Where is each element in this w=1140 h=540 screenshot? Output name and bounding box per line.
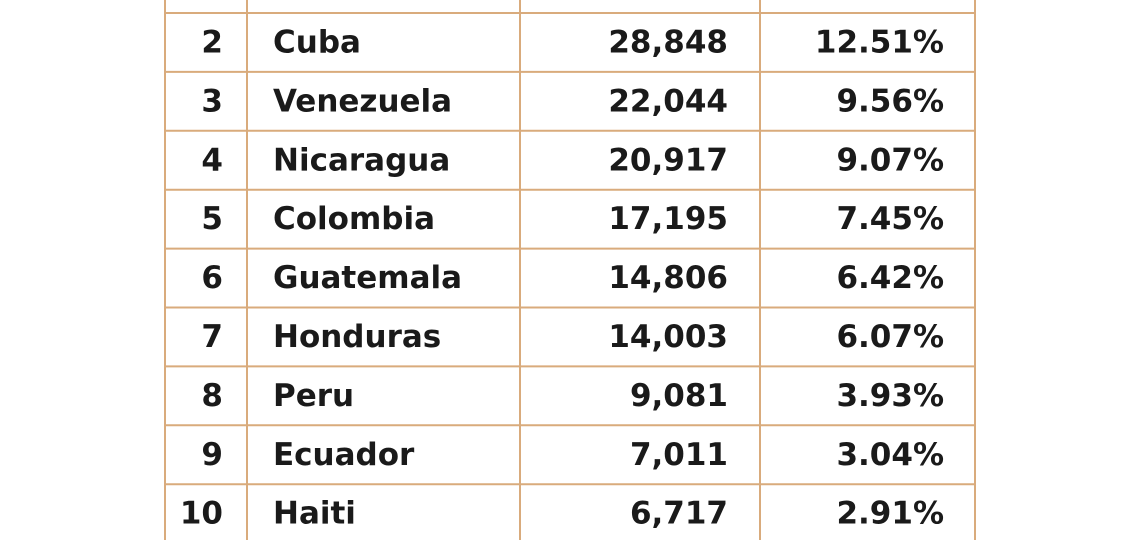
percent-cell: 6.07%	[836, 319, 944, 355]
percent-cell: 3.04%	[836, 437, 944, 473]
country-cell: Ecuador	[273, 437, 415, 473]
rank-cell: 9	[201, 437, 223, 473]
count-cell: 22,044	[608, 83, 728, 119]
count-cell: 20,917	[608, 142, 728, 178]
rank-cell: 2	[201, 24, 223, 60]
count-cell: 14,003	[608, 319, 728, 355]
rank-cell: 7	[201, 319, 223, 355]
count-cell: 14,806	[608, 260, 728, 296]
percent-cell: 9.56%	[836, 83, 944, 119]
country-cell: Honduras	[273, 319, 441, 355]
country-cell: Peru	[273, 378, 354, 414]
count-cell: 6,717	[630, 496, 728, 532]
rank-cell: 10	[180, 496, 223, 532]
count-cell: 28,848	[608, 24, 728, 60]
country-cell: Guatemala	[273, 260, 462, 296]
percent-cell: 3.93%	[836, 378, 944, 414]
percent-cell: 6.42%	[836, 260, 944, 296]
count-cell: 9,081	[630, 378, 728, 414]
country-cell: Venezuela	[273, 83, 452, 119]
rank-cell: 3	[201, 83, 223, 119]
percent-cell: 7.45%	[836, 201, 944, 237]
percent-cell: 9.07%	[836, 142, 944, 178]
country-cell: Colombia	[273, 201, 435, 237]
country-cell: Cuba	[273, 24, 361, 60]
rank-cell: 8	[201, 378, 223, 414]
rank-cell: 5	[201, 201, 223, 237]
count-cell: 7,011	[630, 437, 728, 473]
percent-cell: 12.51%	[815, 24, 944, 60]
country-cell: Nicaragua	[273, 142, 450, 178]
rank-cell: 4	[201, 142, 223, 178]
country-cell: Haiti	[273, 496, 356, 532]
rank-cell: 6	[201, 260, 223, 296]
count-cell: 17,195	[608, 201, 728, 237]
percent-cell: 2.91%	[836, 496, 944, 532]
